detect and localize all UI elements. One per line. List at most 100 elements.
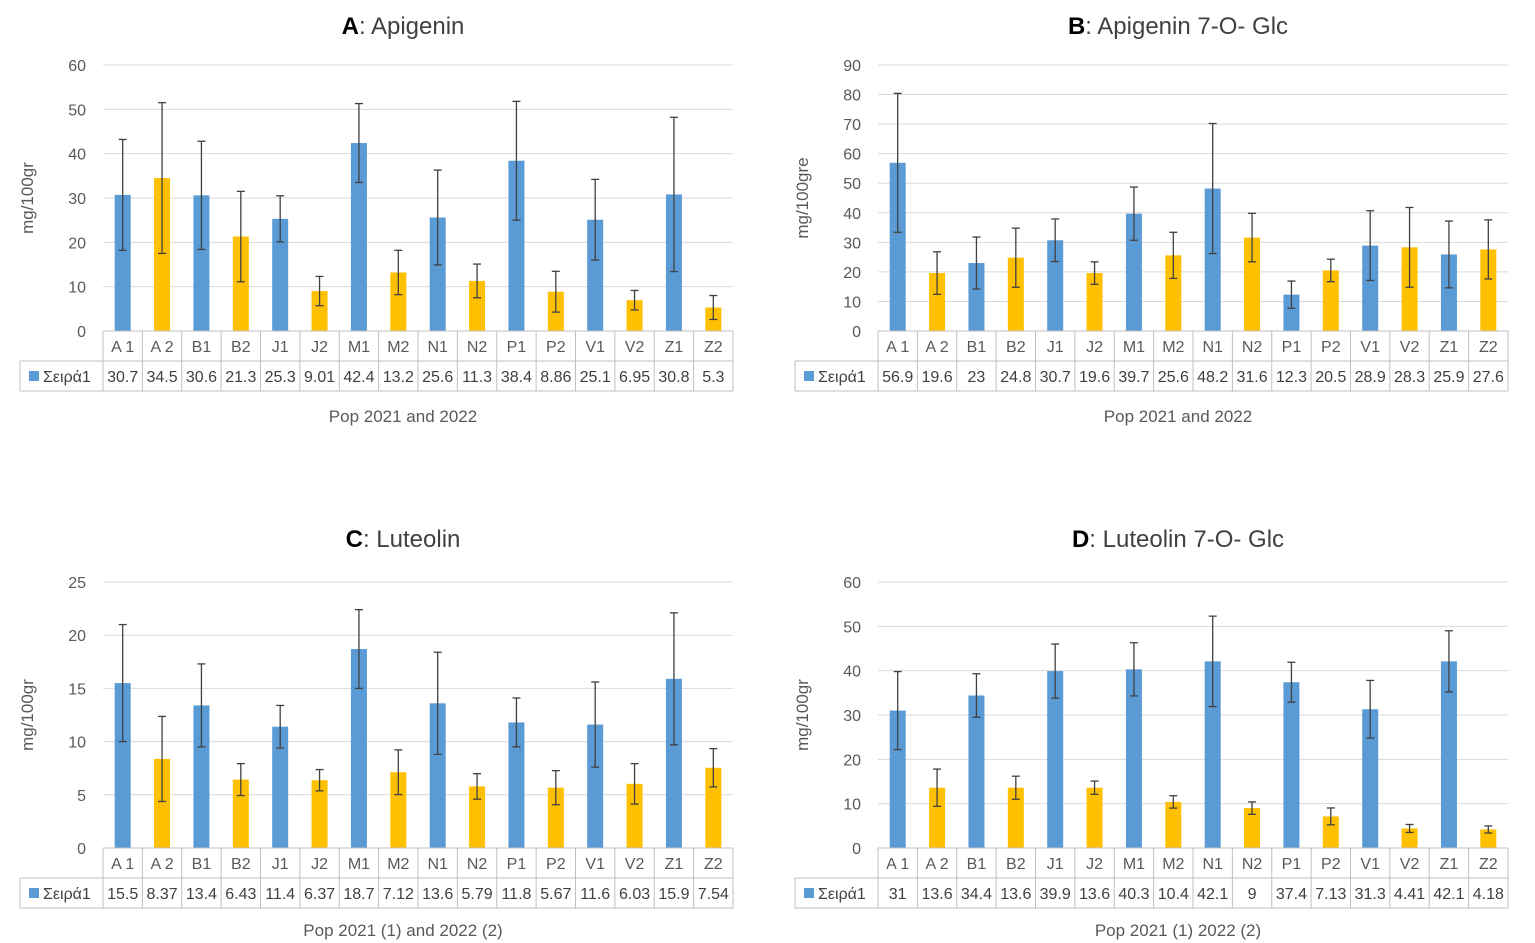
- legend-swatch: [29, 888, 39, 898]
- x-tick-label: J2: [311, 339, 328, 356]
- y-tick-label: 20: [843, 265, 861, 282]
- bar: [350, 143, 367, 331]
- chart-panel-d: D: Luteolin 7-O- Glc 0 10 20 30 40 50 60 mg/100g…: [775, 472, 1535, 942]
- data-table-value: 15.9: [658, 886, 689, 903]
- data-table-value: 13.6: [1000, 886, 1031, 903]
- data-table-value: 23: [968, 369, 986, 386]
- chart-b-svg: B: Apigenin 7-O- Glc 0 10 20 30 40 50 60 70 80 90 m…: [793, 13, 1509, 426]
- x-tick-label: V1: [585, 856, 605, 873]
- y-tick-label: 10: [68, 735, 86, 752]
- bar: [114, 683, 131, 848]
- data-table-value: 42.4: [343, 369, 374, 386]
- data-table-value: 30.8: [658, 369, 689, 386]
- data-table-value: 7.54: [698, 886, 729, 903]
- chart-title: D: Luteolin 7-O- Glc: [1072, 526, 1284, 553]
- bar: [1283, 294, 1300, 331]
- y-tick-label: 60: [843, 575, 861, 592]
- data-table-value: 8.86: [540, 369, 571, 386]
- x-tick-label: A 2: [925, 339, 948, 356]
- bar: [272, 218, 289, 331]
- data-table-value: 28.3: [1394, 369, 1425, 386]
- bar: [1047, 240, 1064, 331]
- bar: [587, 219, 604, 331]
- y-tick-label: 20: [843, 752, 861, 769]
- y-axis-label: mg/100gr: [18, 162, 37, 234]
- x-tick-label: B1: [967, 339, 987, 356]
- data-table-value: 21.3: [225, 369, 256, 386]
- data-table-value: 25.9: [1433, 369, 1464, 386]
- y-tick-label: 30: [843, 235, 861, 252]
- bar: [626, 783, 643, 848]
- bar: [889, 162, 906, 331]
- bar: [1362, 709, 1379, 848]
- x-axis-title: Pop 2021 and 2022: [1104, 407, 1252, 426]
- bar: [311, 780, 328, 848]
- data-table-value: 48.2: [1197, 369, 1228, 386]
- x-tick-label: P1: [1282, 856, 1302, 873]
- x-tick-label: V2: [1400, 856, 1420, 873]
- x-tick-label: A 2: [150, 856, 173, 873]
- y-tick-label: 15: [68, 681, 86, 698]
- data-table-value: 8.37: [146, 886, 177, 903]
- chart-d-svg: D: Luteolin 7-O- Glc 0 10 20 30 40 50 60 mg/100g…: [793, 526, 1509, 940]
- x-tick-label: Z2: [1479, 339, 1498, 356]
- y-tick-label: 40: [68, 147, 86, 164]
- data-table-value: 42.1: [1433, 886, 1464, 903]
- bar: [1007, 787, 1024, 848]
- data-table-value: 25.3: [265, 369, 296, 386]
- bar: [429, 217, 446, 331]
- x-tick-label: M1: [348, 856, 370, 873]
- x-tick-label: B1: [192, 339, 212, 356]
- y-tick-label: 30: [68, 191, 86, 208]
- data-table-value: 19.6: [1079, 369, 1110, 386]
- data-table-value: 5.79: [461, 886, 492, 903]
- x-tick-label: J1: [1047, 339, 1064, 356]
- legend-series-name: Σειρά1: [818, 886, 866, 903]
- x-tick-label: A 1: [111, 339, 134, 356]
- x-tick-label: J1: [272, 856, 289, 873]
- bar: [429, 703, 446, 848]
- data-table-value: 11.8: [501, 886, 531, 903]
- data-table-value: 39.7: [1118, 369, 1149, 386]
- data-table-value: 38.4: [501, 369, 532, 386]
- y-tick-label: 25: [68, 575, 86, 592]
- y-tick-label: 0: [77, 841, 86, 858]
- y-tick-label: 60: [68, 58, 86, 75]
- x-tick-label: N2: [1242, 856, 1263, 873]
- data-table-value: 6.37: [304, 886, 335, 903]
- bar: [1165, 255, 1182, 331]
- bar: [1322, 270, 1339, 331]
- data-table-value: 30.6: [186, 369, 217, 386]
- bar: [193, 705, 210, 848]
- data-table-value: 31.3: [1355, 886, 1386, 903]
- bar: [1086, 787, 1103, 848]
- x-tick-label: J2: [311, 856, 328, 873]
- x-tick-label: M2: [1162, 856, 1184, 873]
- bar: [232, 779, 249, 848]
- x-tick-label: M2: [387, 339, 409, 356]
- bar: [1362, 245, 1379, 331]
- data-table-value: 5.3: [702, 369, 724, 386]
- data-table-value: 13.6: [1079, 886, 1110, 903]
- data-table-value: 30.7: [107, 369, 138, 386]
- y-tick-label: 0: [852, 324, 861, 341]
- data-table-value: 27.6: [1473, 369, 1504, 386]
- x-tick-label: V1: [585, 339, 605, 356]
- chart-a-svg: A: Apigenin 0 10 20 30 40 50 60 mg/100gr A 1 30.7 A…: [18, 13, 734, 426]
- bar: [508, 722, 525, 848]
- data-table-value: 34.5: [146, 369, 177, 386]
- x-tick-label: M2: [387, 856, 409, 873]
- data-table-value: 30.7: [1040, 369, 1071, 386]
- x-tick-label: J2: [1086, 339, 1103, 356]
- x-tick-label: J1: [272, 339, 289, 356]
- bar: [968, 263, 985, 331]
- data-table-value: 34.4: [961, 886, 992, 903]
- y-tick-label: 90: [843, 58, 861, 75]
- x-tick-label: N1: [1202, 339, 1223, 356]
- data-table-value: 40.3: [1118, 886, 1149, 903]
- y-tick-label: 60: [843, 147, 861, 164]
- bar: [1007, 257, 1024, 331]
- y-tick-label: 10: [68, 280, 86, 297]
- bar: [1401, 247, 1418, 331]
- x-tick-label: M2: [1162, 339, 1184, 356]
